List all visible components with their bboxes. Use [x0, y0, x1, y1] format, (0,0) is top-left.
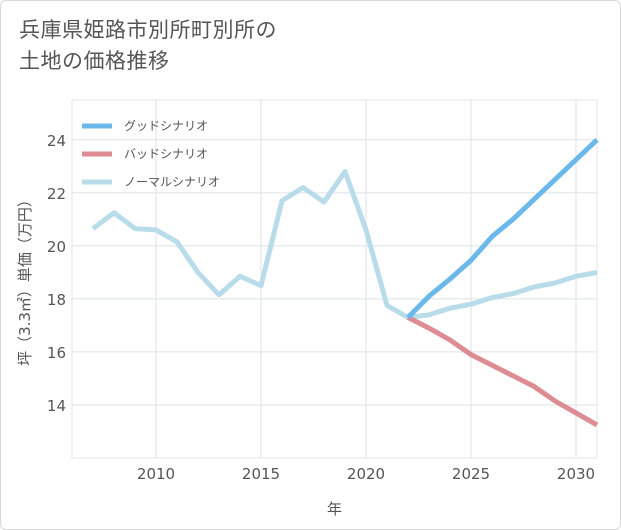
series-lines [91, 137, 599, 428]
x-tick-label: 2010 [137, 465, 175, 483]
y-tick-label: 16 [47, 344, 66, 362]
grid-lines [71, 99, 598, 459]
x-tick-label: 2015 [242, 465, 280, 483]
y-tick-label: 20 [47, 238, 66, 256]
y-tick-label: 24 [47, 132, 66, 150]
legend-label: ノーマルシナリオ [124, 175, 220, 189]
legend-label: バッドシナリオ [124, 147, 208, 161]
y-tick-label: 22 [47, 185, 66, 203]
chart-title-line-2: 土地の価格推移 [19, 49, 170, 73]
plot-area [71, 99, 598, 459]
series-line-1 [406, 315, 599, 428]
y-tick-label: 18 [47, 291, 66, 309]
series-line-2 [91, 169, 598, 320]
x-tick-label: 2020 [347, 465, 385, 483]
y-tick-label: 14 [47, 397, 66, 415]
x-tick-label: 2025 [452, 465, 490, 483]
x-tick-label: 2030 [557, 465, 595, 483]
chart-title: 兵庫県姫路市別所町別所の 土地の価格推移 [19, 15, 579, 77]
chart-title-line-1: 兵庫県姫路市別所町別所の [19, 18, 277, 42]
y-axis-title: 坪（3.3㎡）単価（万円） [16, 192, 34, 366]
x-axis-title: 年 [327, 500, 342, 518]
series-line-0 [406, 137, 599, 320]
axes: 2010 2015 2020 2025 2030 14 16 18 20 22 24 年 坪（3.3㎡）… [16, 132, 595, 518]
legend-label: グッドシナリオ [124, 119, 208, 133]
